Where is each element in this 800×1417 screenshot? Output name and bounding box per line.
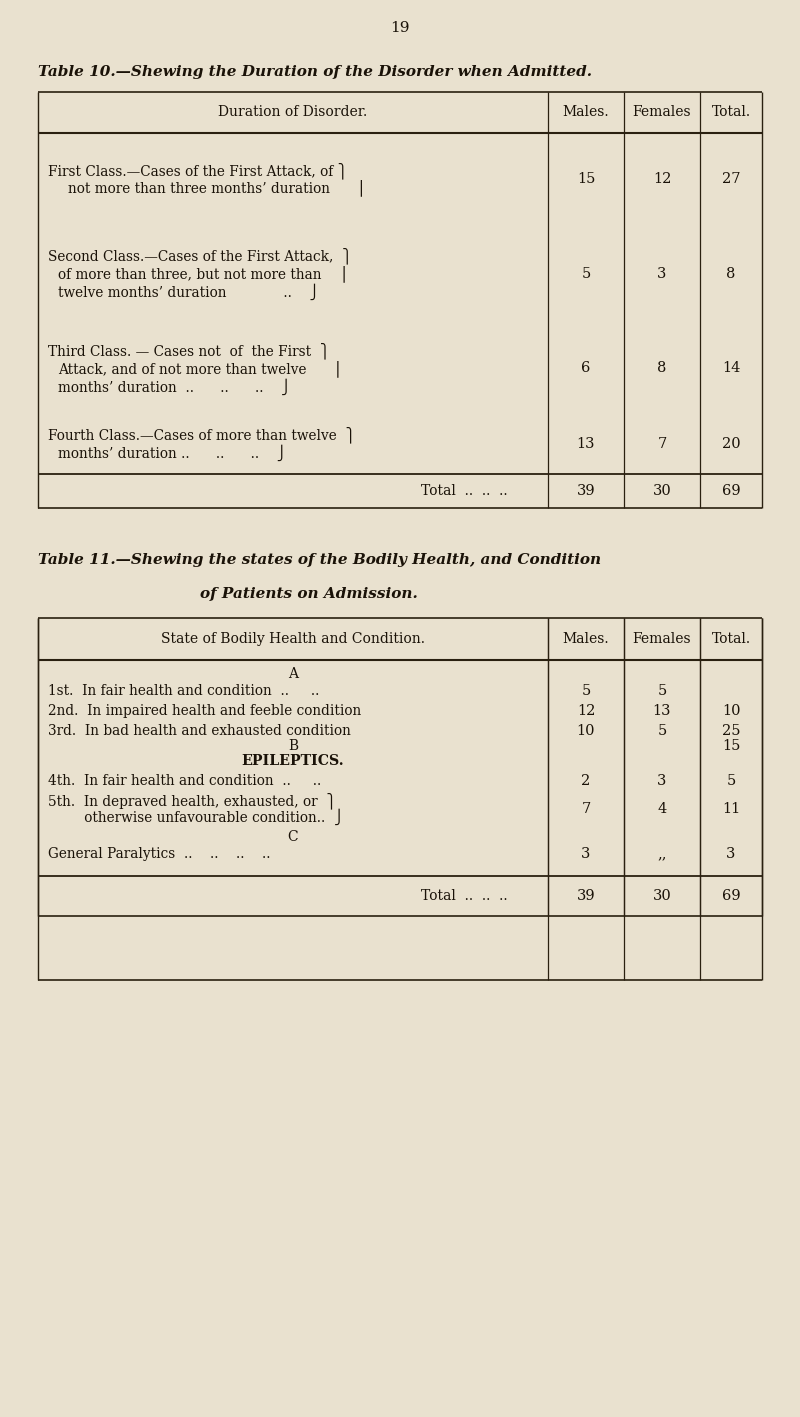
Text: 10: 10 [722, 704, 740, 718]
Text: C: C [288, 830, 298, 845]
Text: 39: 39 [577, 485, 595, 497]
Text: Females: Females [633, 632, 691, 646]
Text: First Class.—Cases of the First Attack, of ⎫: First Class.—Cases of the First Attack, … [48, 163, 348, 180]
Text: 12: 12 [653, 171, 671, 186]
Text: State of Bodily Health and Condition.: State of Bodily Health and Condition. [161, 632, 425, 646]
Text: Third Class. — Cases not  of  the First  ⎫: Third Class. — Cases not of the First ⎫ [48, 341, 330, 359]
Text: 5: 5 [658, 684, 666, 699]
Text: 3: 3 [658, 266, 666, 281]
Text: 12: 12 [577, 704, 595, 718]
Text: 30: 30 [653, 888, 671, 903]
Text: Total  ..  ..  ..: Total .. .. .. [422, 485, 508, 497]
Text: Males.: Males. [562, 632, 610, 646]
Text: ,,: ,, [658, 847, 666, 862]
Text: Attack, and of not more than twelve      ⎪: Attack, and of not more than twelve ⎪ [58, 360, 343, 377]
Text: Total.: Total. [711, 632, 750, 646]
Text: 5: 5 [726, 774, 736, 788]
Text: 15: 15 [722, 740, 740, 752]
Text: 4th.  In fair health and condition  ..     ..: 4th. In fair health and condition .. .. [48, 774, 322, 788]
Text: of Patients on Admission.: of Patients on Admission. [200, 587, 418, 601]
Text: 25: 25 [722, 724, 740, 738]
Text: 13: 13 [653, 704, 671, 718]
Text: 7: 7 [658, 436, 666, 451]
Text: B: B [288, 740, 298, 752]
Text: months’ duration  ..      ..      ..    ⎭: months’ duration .. .. .. ⎭ [58, 378, 291, 395]
Text: Table 10.—Shewing the Duration of the Disorder when Admitted.: Table 10.—Shewing the Duration of the Di… [38, 65, 592, 79]
Text: 4: 4 [658, 802, 666, 816]
Text: Females: Females [633, 105, 691, 119]
Text: 3: 3 [726, 847, 736, 862]
Text: not more than three months’ duration      ⎪: not more than three months’ duration ⎪ [68, 180, 366, 197]
Text: 5: 5 [658, 724, 666, 738]
Text: 13: 13 [577, 436, 595, 451]
Text: 11: 11 [722, 802, 740, 816]
Text: 15: 15 [577, 171, 595, 186]
Text: 8: 8 [658, 361, 666, 376]
Text: 3: 3 [658, 774, 666, 788]
Text: 2: 2 [582, 774, 590, 788]
Text: Fourth Class.—Cases of more than twelve  ⎫: Fourth Class.—Cases of more than twelve … [48, 427, 356, 442]
Text: General Paralytics  ..    ..    ..    ..: General Paralytics .. .. .. .. [48, 847, 270, 862]
Text: of more than three, but not more than    ⎪: of more than three, but not more than ⎪ [58, 265, 350, 282]
Text: 5: 5 [582, 684, 590, 699]
Text: 27: 27 [722, 171, 740, 186]
Text: 39: 39 [577, 888, 595, 903]
Text: Total.: Total. [711, 105, 750, 119]
Text: 14: 14 [722, 361, 740, 376]
Text: 19: 19 [390, 21, 410, 35]
Text: Table 11.—Shewing the states of the Bodily Health, and Condition: Table 11.—Shewing the states of the Bodi… [38, 553, 601, 567]
Text: A: A [288, 667, 298, 682]
Text: 5th.  In depraved health, exhausted, or  ⎫: 5th. In depraved health, exhausted, or ⎫ [48, 792, 337, 809]
Text: 8: 8 [726, 266, 736, 281]
Text: 69: 69 [722, 485, 740, 497]
Text: 30: 30 [653, 485, 671, 497]
Text: 6: 6 [582, 361, 590, 376]
Text: 3rd.  In bad health and exhausted condition: 3rd. In bad health and exhausted conditi… [48, 724, 351, 738]
Text: 1st.  In fair health and condition  ..     ..: 1st. In fair health and condition .. .. [48, 684, 319, 699]
Text: 7: 7 [582, 802, 590, 816]
Text: 20: 20 [722, 436, 740, 451]
Text: Males.: Males. [562, 105, 610, 119]
Text: 10: 10 [577, 724, 595, 738]
Text: 5: 5 [582, 266, 590, 281]
Text: 3: 3 [582, 847, 590, 862]
Text: otherwise unfavourable condition..  ⎭: otherwise unfavourable condition.. ⎭ [58, 809, 344, 825]
Text: 69: 69 [722, 888, 740, 903]
Text: Second Class.—Cases of the First Attack,  ⎫: Second Class.—Cases of the First Attack,… [48, 247, 352, 264]
Text: twelve months’ duration             ..    ⎭: twelve months’ duration .. ⎭ [58, 283, 320, 300]
Text: Total  ..  ..  ..: Total .. .. .. [422, 888, 508, 903]
Text: months’ duration ..      ..      ..    ⎭: months’ duration .. .. .. ⎭ [58, 445, 287, 461]
Text: 2nd.  In impaired health and feeble condition: 2nd. In impaired health and feeble condi… [48, 704, 362, 718]
Text: Duration of Disorder.: Duration of Disorder. [218, 105, 368, 119]
Text: EPILEPTICS.: EPILEPTICS. [242, 754, 344, 768]
